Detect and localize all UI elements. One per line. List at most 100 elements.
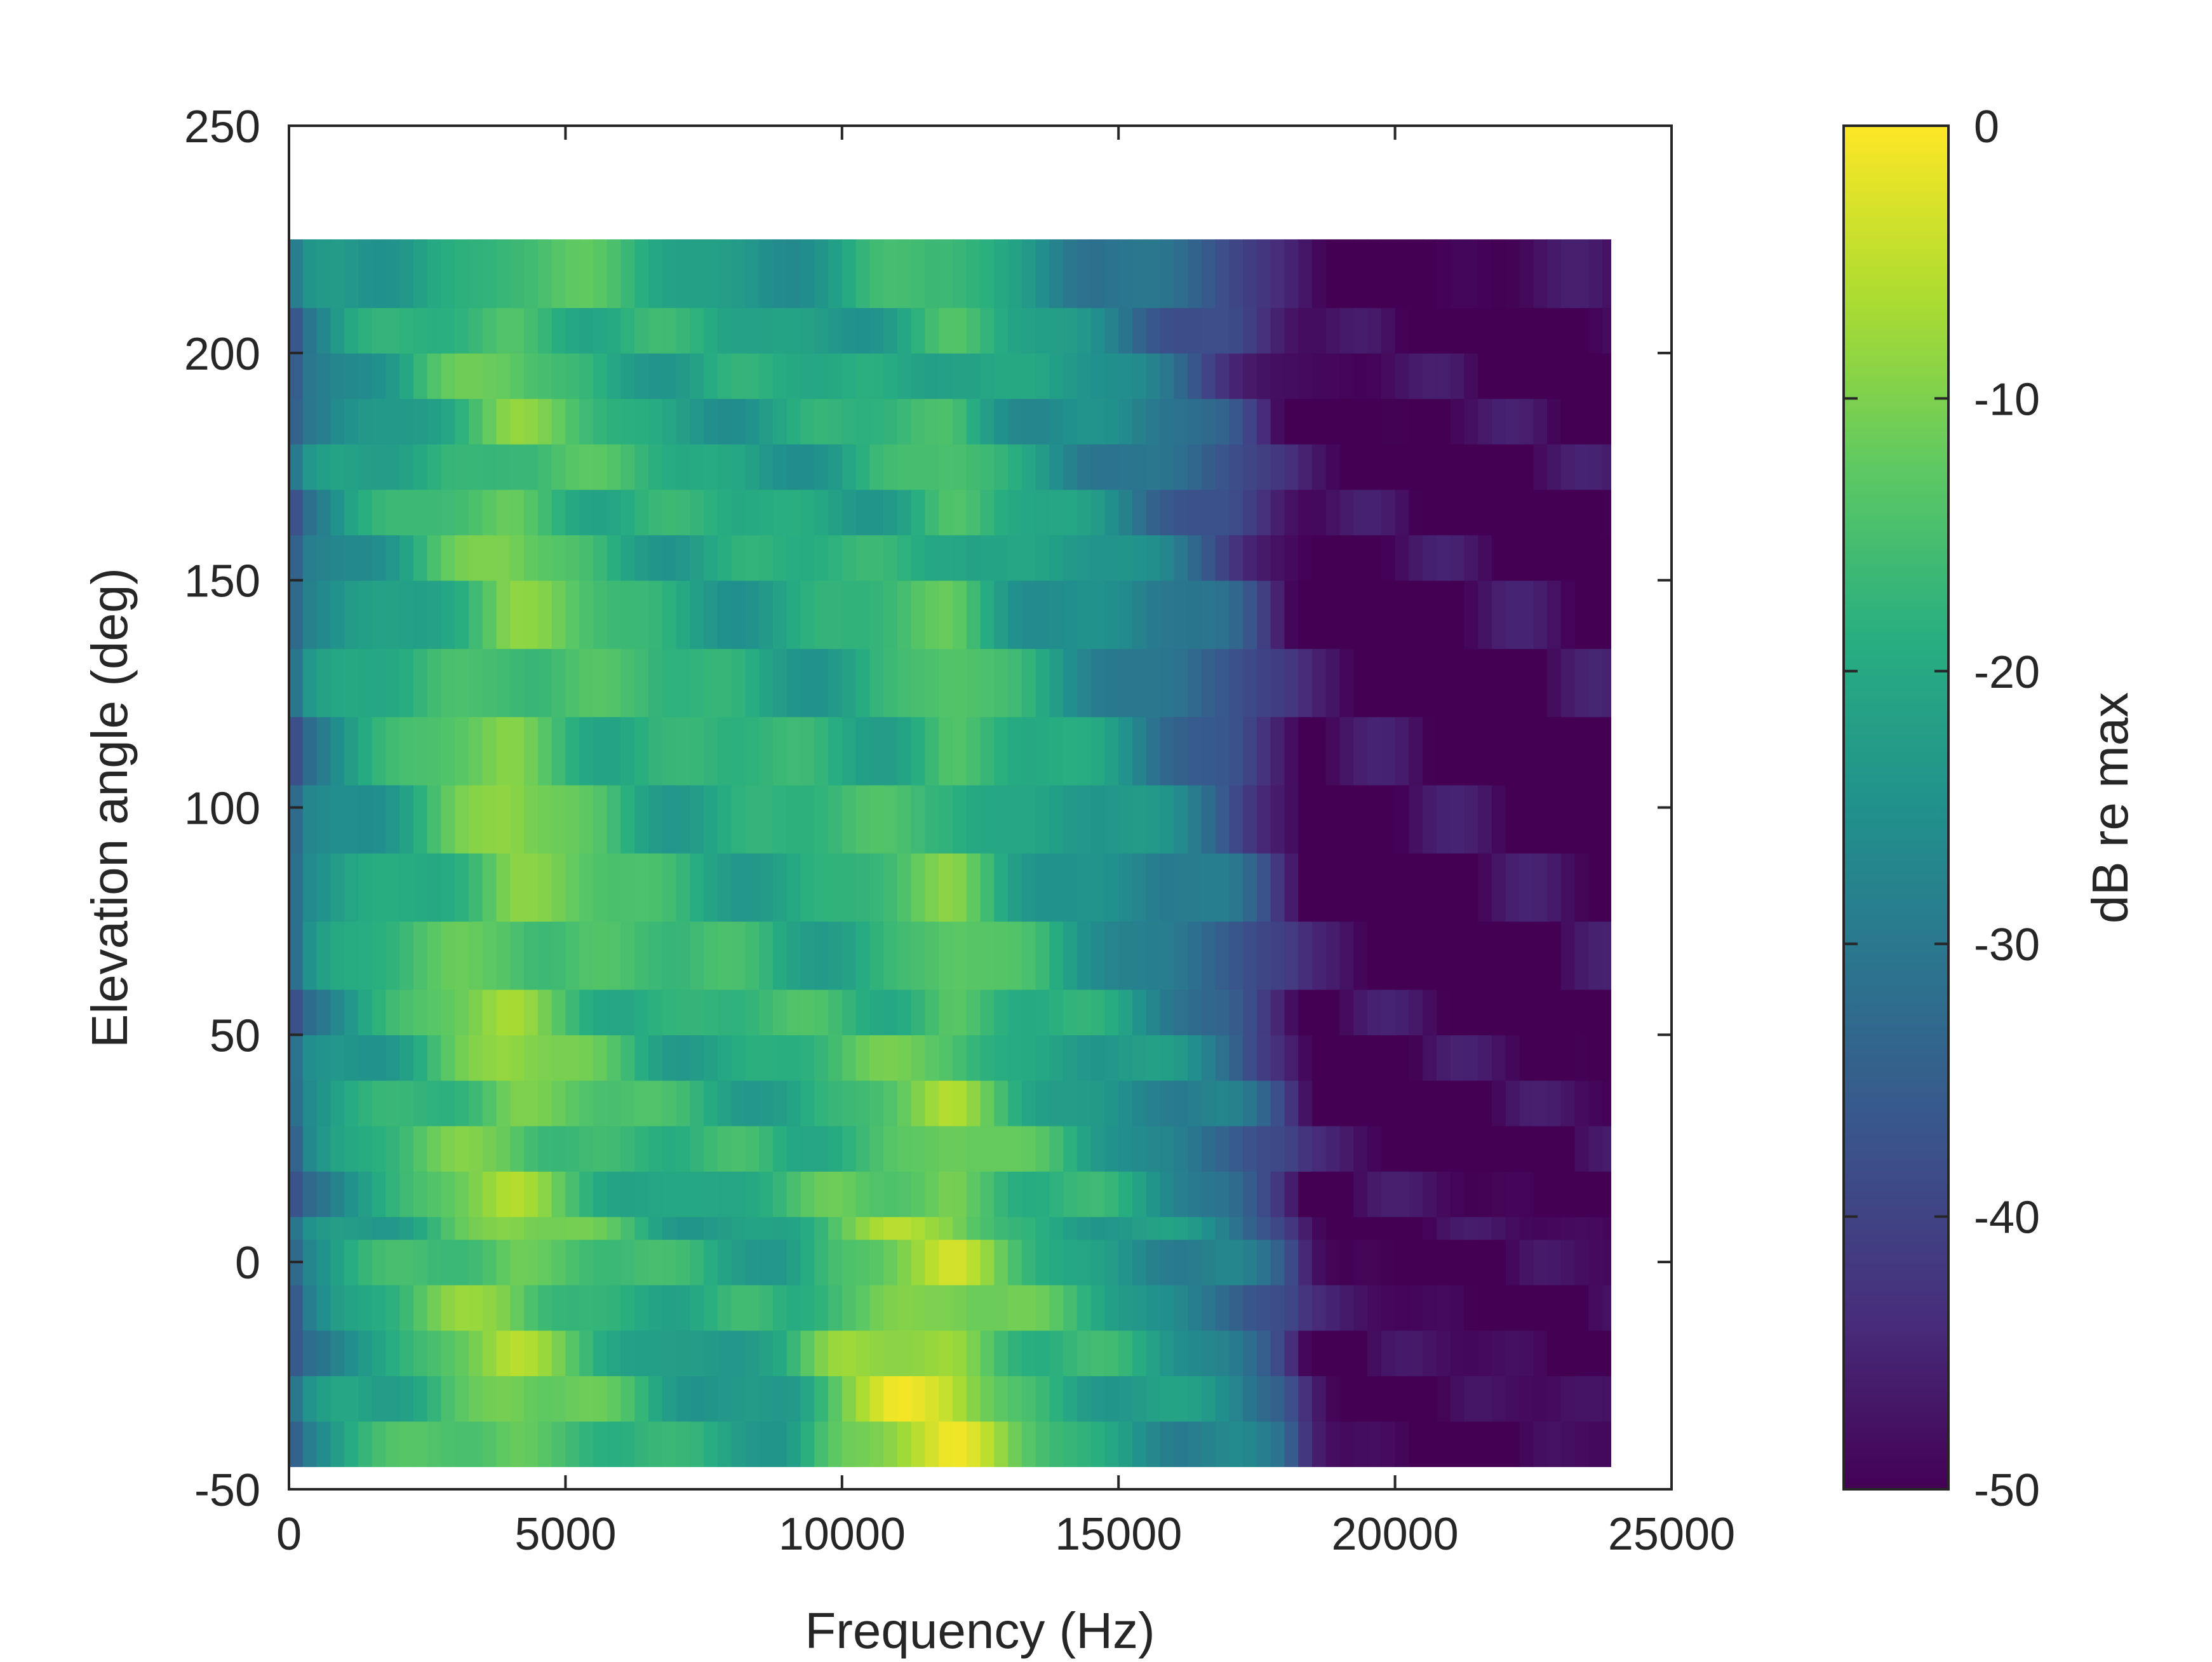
heatmap-cell [413,648,428,718]
heatmap-cell [565,1080,580,1127]
heatmap-cells [289,239,1612,1468]
heatmap-cell [814,716,829,786]
heatmap-cell [1298,1330,1313,1376]
heatmap-cell [1547,1171,1562,1217]
heatmap-cell [1491,443,1506,490]
heatmap-cell [925,989,939,1036]
heatmap-cell [911,239,926,309]
heatmap-cell [704,1239,718,1285]
heatmap-cell [1160,716,1175,786]
heatmap-cell [1063,1421,1078,1468]
heatmap-cell [662,989,677,1036]
heatmap-cell [316,1080,332,1127]
heatmap-cell [1491,1216,1506,1240]
heatmap-cell [1021,1239,1036,1285]
heatmap-cell [399,1216,414,1240]
heatmap-cell [648,443,663,490]
heatmap-cell [579,1239,594,1285]
heatmap-cell [1464,921,1479,990]
heatmap-cell [372,1239,387,1285]
heatmap-cell [607,535,622,581]
heatmap-cell [565,1376,580,1422]
heatmap-cell [800,239,815,309]
heatmap-cell [1049,1239,1064,1285]
heatmap-cell [1256,239,1271,309]
heatmap-cell [1132,921,1147,990]
heatmap-cell [593,535,608,581]
heatmap-cell [911,1284,926,1331]
heatmap-cell [1311,1330,1327,1376]
heatmap-cell [939,307,953,354]
heatmap-cell [1188,989,1202,1036]
heatmap-cell [1284,853,1299,922]
heatmap-cell [952,989,967,1036]
heatmap-cell [855,921,871,990]
heatmap-cell [717,398,732,445]
heatmap-cell [330,307,345,354]
heatmap-cell [1229,352,1243,399]
heatmap-cell [565,853,580,922]
heatmap-cell [1519,580,1534,649]
heatmap-cell [869,1284,884,1331]
heatmap-cell [1464,1171,1479,1217]
heatmap-cell [289,239,304,309]
heatmap-cell [496,307,511,354]
heatmap-cell [1243,1125,1257,1172]
heatmap-cell [1505,1421,1520,1468]
heatmap-cell [1132,1216,1147,1240]
heatmap-cell [1090,580,1106,649]
heatmap-cell [1339,239,1355,309]
heatmap-cell [676,716,691,786]
heatmap-cell [482,1035,497,1081]
heatmap-cell [358,1376,373,1422]
heatmap-cell [828,1376,843,1422]
heatmap-cell [1547,853,1562,922]
heatmap-cell [482,535,497,581]
heatmap-cell [385,716,400,786]
heatmap-cell [1409,352,1423,399]
heatmap-cell [496,921,511,990]
heatmap-cell [939,1125,953,1172]
heatmap-cell [1450,648,1465,718]
heatmap-cell [1215,1421,1230,1468]
heatmap-cell [980,398,995,445]
heatmap-cell [1284,921,1299,990]
heatmap-cell [925,1125,939,1172]
heatmap-cell [385,1284,400,1331]
heatmap-cell [1367,307,1382,354]
heatmap-cell [1533,307,1548,354]
heatmap-cell [759,1239,774,1285]
heatmap-cell [772,1171,788,1217]
heatmap-cell [372,989,387,1036]
heatmap-cell [1367,921,1382,990]
heatmap-cell [1395,784,1410,854]
x-tick-label: 25000 [1608,1509,1735,1560]
heatmap-cell [1201,1035,1216,1081]
heatmap-cell [980,1330,995,1376]
heatmap-cell [1325,535,1341,581]
heatmap-cell [1547,1035,1562,1081]
heatmap-cell [524,716,539,786]
heatmap-cell [800,1284,815,1331]
heatmap-cell [1574,716,1590,786]
heatmap-cell [828,1421,843,1468]
heatmap-cell [1339,784,1355,854]
heatmap-cell [1229,1171,1243,1217]
heatmap-cell [1188,1080,1202,1127]
heatmap-cell [1021,1330,1036,1376]
colorbar-gradient [1842,124,1950,1491]
heatmap-cell [772,580,788,649]
heatmap-cell [1409,921,1423,990]
heatmap-cell [1339,580,1355,649]
heatmap-cell [289,1376,304,1422]
heatmap-cell [1339,989,1355,1036]
heatmap-cell [524,853,539,922]
heatmap-cell [385,648,400,718]
heatmap-cell [1602,1239,1612,1285]
heatmap-cell [1132,443,1147,490]
heatmap-cell [413,535,428,581]
heatmap-cell [1049,784,1064,854]
heatmap-cell [731,1421,746,1468]
heatmap-cell [994,853,1009,922]
heatmap-cell [648,716,663,786]
